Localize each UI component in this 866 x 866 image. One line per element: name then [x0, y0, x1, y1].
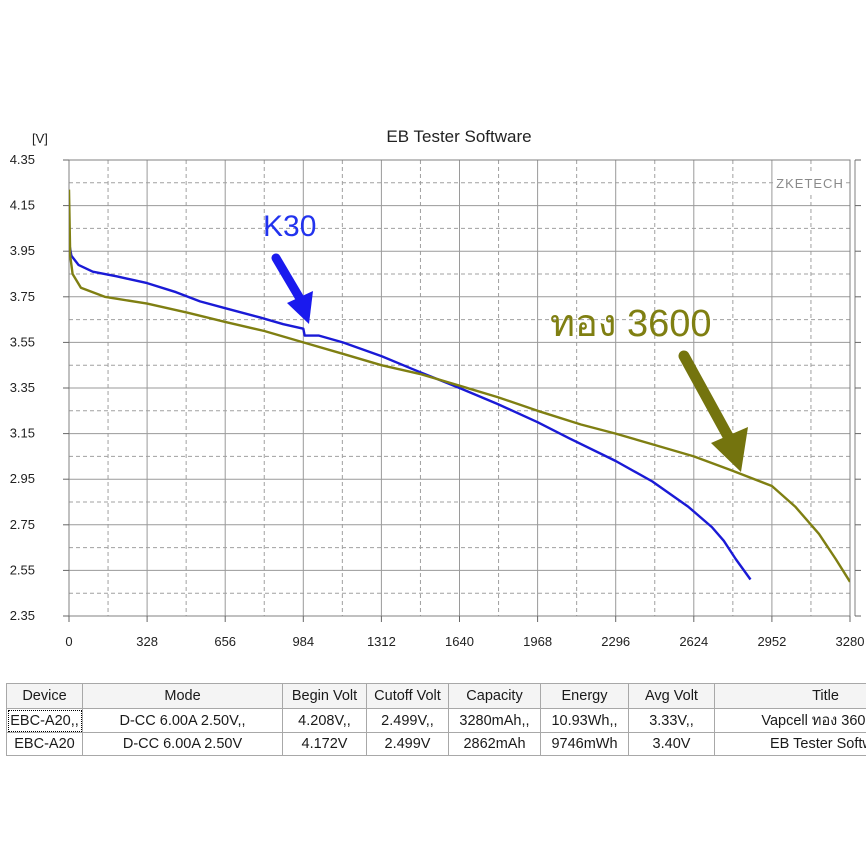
table-row[interactable]: EBC-A20,, D-CC 6.00A 2.50V,, 4.208V,, 2.… [6, 708, 866, 733]
cell-begin-volt[interactable]: 4.208V,, [282, 708, 367, 733]
x-tick-label: 2952 [757, 634, 786, 649]
watermark-bg [774, 174, 846, 192]
header-avg-volt[interactable]: Avg Volt [628, 683, 715, 709]
x-tick-label: 1968 [523, 634, 552, 649]
x-tick-label: 1640 [445, 634, 474, 649]
header-energy[interactable]: Energy [540, 683, 629, 709]
x-tick-label: 656 [214, 634, 236, 649]
results-table: Device Mode Begin Volt Cutoff Volt Capac… [6, 683, 866, 756]
cell-device[interactable]: EBC-A20 [6, 732, 83, 756]
y-tick-label: 3.95 [10, 243, 35, 258]
cell-cutoff-volt[interactable]: 2.499V,, [366, 708, 449, 733]
k30-arrow-icon [271, 253, 313, 324]
cell-cutoff-volt[interactable]: 2.499V [366, 732, 449, 756]
y-tick-label: 4.35 [10, 152, 35, 167]
cell-avg-volt[interactable]: 3.33V,, [628, 708, 715, 733]
axes: 0 328 656 984 1312 1640 1968 2296 2624 2952 3280 4.… [10, 152, 865, 649]
y-tick-label: 2.95 [10, 471, 35, 486]
chart-title: EB Tester Software [386, 127, 531, 146]
x-tick-label: 2624 [679, 634, 708, 649]
header-mode[interactable]: Mode [82, 683, 283, 709]
cell-energy[interactable]: 9746mWh [540, 732, 629, 756]
eb-tester-window: 0 328 656 984 1312 1640 1968 2296 2624 2952 3280 4.… [6, 112, 866, 680]
header-begin-volt[interactable]: Begin Volt [282, 683, 367, 709]
x-tick-label: 3280 [836, 634, 865, 649]
k30-annotation-label: K30 [263, 210, 316, 243]
y-tick-label: 3.55 [10, 334, 35, 349]
x-tick-label: 0 [65, 634, 72, 649]
cell-begin-volt[interactable]: 4.172V [282, 732, 367, 756]
series-line-0 [69, 241, 752, 581]
watermark-text: ZKETECH [776, 176, 844, 191]
x-tick-label: 2296 [601, 634, 630, 649]
table-header-row: Device Mode Begin Volt Cutoff Volt Capac… [6, 683, 866, 709]
y-tick-label: 2.35 [10, 608, 35, 623]
x-tick-label: 328 [136, 634, 158, 649]
cell-title[interactable]: Vapcell ทอง 3600 m [714, 708, 866, 733]
cell-capacity[interactable]: 3280mAh,, [448, 708, 541, 733]
series-line-1 [69, 189, 850, 583]
series [69, 189, 850, 583]
y-tick-label: 3.15 [10, 426, 35, 441]
discharge-chart: 0 328 656 984 1312 1640 1968 2296 2624 2952 3280 4.… [10, 127, 865, 649]
x-tick-label: 984 [292, 634, 314, 649]
y-tick-label: 3.35 [10, 380, 35, 395]
thong-3600-annotation-label: ทอง 3600 [550, 303, 712, 345]
cell-device[interactable]: EBC-A20,, [6, 708, 83, 733]
table-row[interactable]: EBC-A20 D-CC 6.00A 2.50V 4.172V 2.499V 2… [6, 732, 866, 756]
cell-capacity[interactable]: 2862mAh [448, 732, 541, 756]
x-tick-label: 1312 [367, 634, 396, 649]
cell-avg-volt[interactable]: 3.40V [628, 732, 715, 756]
cell-mode[interactable]: D-CC 6.00A 2.50V [82, 732, 283, 756]
cell-energy[interactable]: 10.93Wh,, [540, 708, 629, 733]
cell-title[interactable]: EB Tester Softwa [714, 732, 866, 756]
y-tick-label: 2.75 [10, 517, 35, 532]
y-tick-label: 4.15 [10, 198, 35, 213]
header-cutoff-volt[interactable]: Cutoff Volt [366, 683, 449, 709]
y-tick-label: 3.75 [10, 289, 35, 304]
header-capacity[interactable]: Capacity [448, 683, 541, 709]
y-tick-label: 2.55 [10, 562, 35, 577]
header-title[interactable]: Title [714, 683, 866, 709]
header-device[interactable]: Device [6, 683, 83, 709]
cell-mode[interactable]: D-CC 6.00A 2.50V,, [82, 708, 283, 733]
thong-3600-arrow-icon [678, 350, 748, 472]
y-axis-label: [V] [32, 131, 48, 146]
